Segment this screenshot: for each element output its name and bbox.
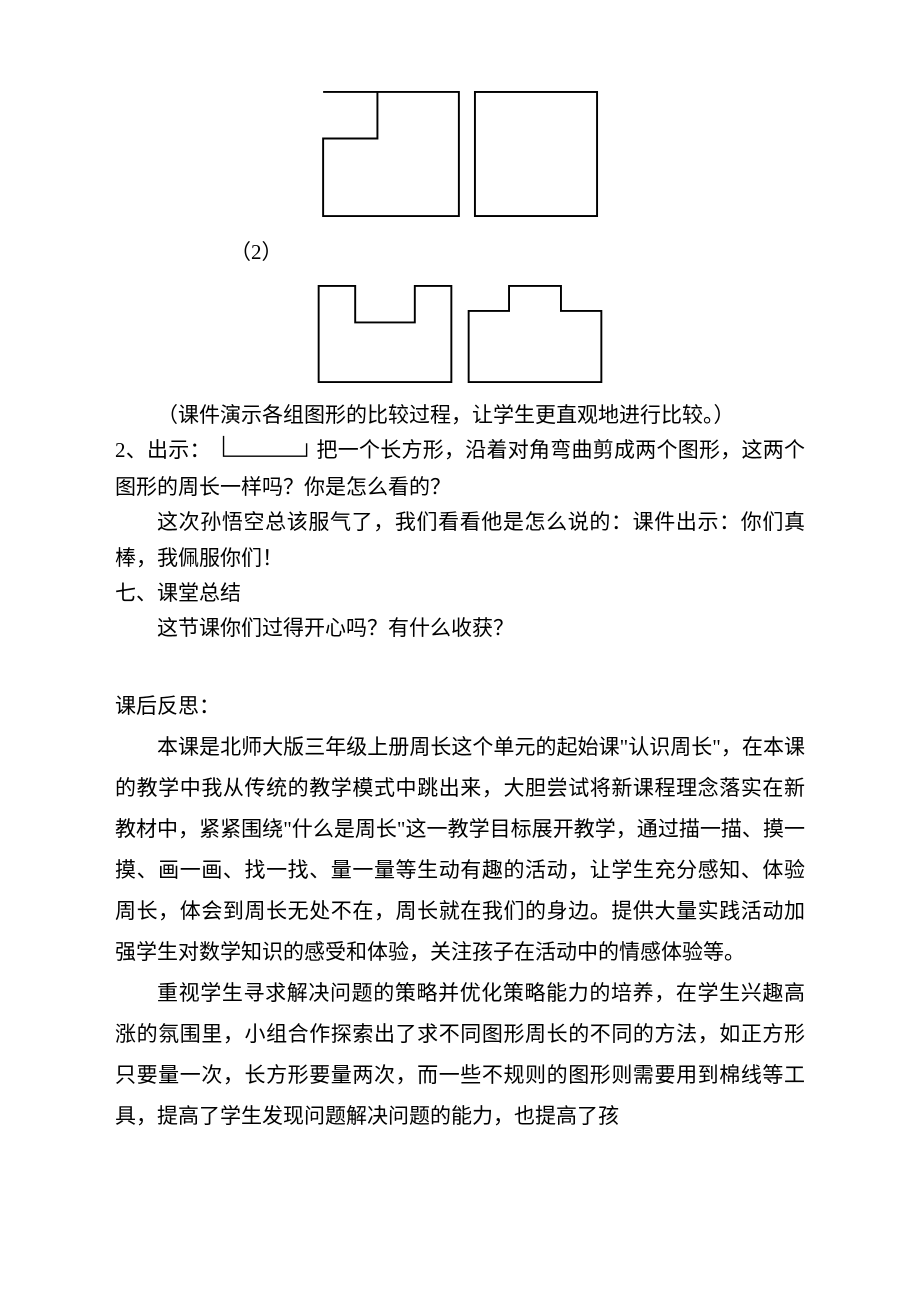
inline-step-figure — [220, 435, 312, 470]
figure-row-1 — [115, 90, 805, 218]
show-prefix: 2、出示： — [115, 438, 211, 462]
document-page: （2） （课件演示各组图形的比较过程，让学生更直观地进行比较。） 2、出示： 把… — [0, 0, 920, 1197]
show-suffix: 把一个长方形，沿着对角弯曲剪成两个图形，这两个图形的周长一样吗？你是怎么看的？ — [115, 438, 805, 499]
reflection-p2: 重视学生寻求解决问题的策略并优化策略能力的培养，在学生兴趣高涨的氛围里，小组合作… — [115, 973, 805, 1137]
compare-note: （课件演示各组图形的比较过程，让学生更直观地进行比较。） — [115, 398, 805, 433]
t-shape-figure — [466, 284, 604, 384]
wukong-line: 这次孙悟空总该服气了，我们看看他是怎么说的：课件出示：你们真棒，我佩服你们！ — [115, 505, 805, 576]
label-2: （2） — [230, 236, 805, 270]
rectangle-figure — [473, 90, 599, 218]
text-block-1: （课件演示各组图形的比较过程，让学生更直观地进行比较。） 2、出示： 把一个长方… — [115, 398, 805, 647]
figure-row-2 — [115, 284, 805, 384]
show-line: 2、出示： 把一个长方形，沿着对角弯曲剪成两个图形，这两个图形的周长一样吗？你是… — [115, 433, 805, 506]
reflection-title: 课后反思： — [115, 686, 805, 727]
reflection-p1: 本课是北师大版三年级上册周长这个单元的起始课"认识周长"，在本课的教学中我从传统… — [115, 727, 805, 973]
l-shape-figure — [321, 90, 461, 218]
summary-line: 这节课你们过得开心吗？有什么收获？ — [115, 611, 805, 646]
heading-7: 七、课堂总结 — [115, 576, 805, 611]
u-shape-figure — [316, 284, 454, 384]
reflection-block: 课后反思： 本课是北师大版三年级上册周长这个单元的起始课"认识周长"，在本课的教… — [115, 686, 805, 1136]
